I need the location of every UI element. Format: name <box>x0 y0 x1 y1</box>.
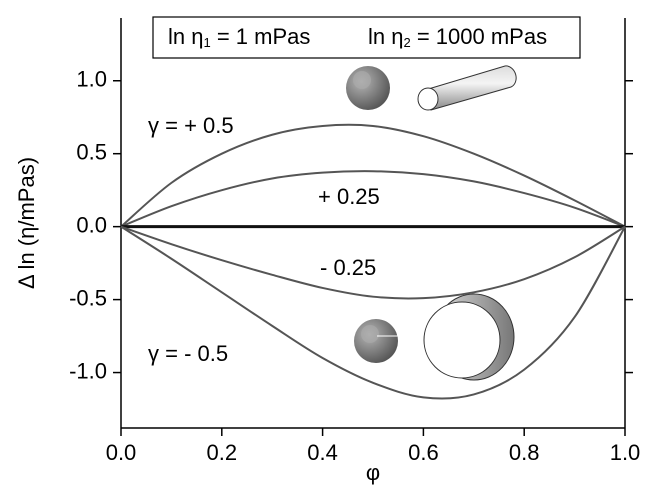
y-tick-label: -0.5 <box>69 285 107 310</box>
series-label: γ = + 0.5 <box>148 113 234 138</box>
y-tick-label: -1.0 <box>69 358 107 383</box>
series-label: + 0.25 <box>318 184 380 209</box>
annotation: ln η1 = 1 mPas <box>168 24 310 51</box>
x-axis-label: φ <box>366 460 380 485</box>
x-tick-label: 0.0 <box>106 440 137 465</box>
y-tick-label: 1.0 <box>76 67 107 92</box>
series-line <box>120 170 626 228</box>
illustrations <box>346 65 517 381</box>
x-tick-label: 0.6 <box>408 440 439 465</box>
x-tick-label: 0.4 <box>307 440 338 465</box>
annotation-box: ln η1 = 1 mPas ln η2 = 1000 mPas <box>152 16 581 59</box>
y-axis-label: Δ ln (η/mPas) <box>14 157 39 289</box>
annotation: ln η2 = 1000 mPas <box>368 24 547 51</box>
y-tick-label: 0.0 <box>76 212 107 237</box>
series-label: γ = - 0.5 <box>148 341 228 366</box>
series-line <box>120 225 626 300</box>
series-line <box>120 123 626 228</box>
y-tick-label: 0.5 <box>76 140 107 165</box>
series-label: - 0.25 <box>320 255 376 280</box>
x-tick-label: 0.2 <box>207 440 238 465</box>
series-line <box>120 225 626 400</box>
x-tick-label: 1.0 <box>610 440 641 465</box>
x-tick-label: 0.8 <box>509 440 540 465</box>
